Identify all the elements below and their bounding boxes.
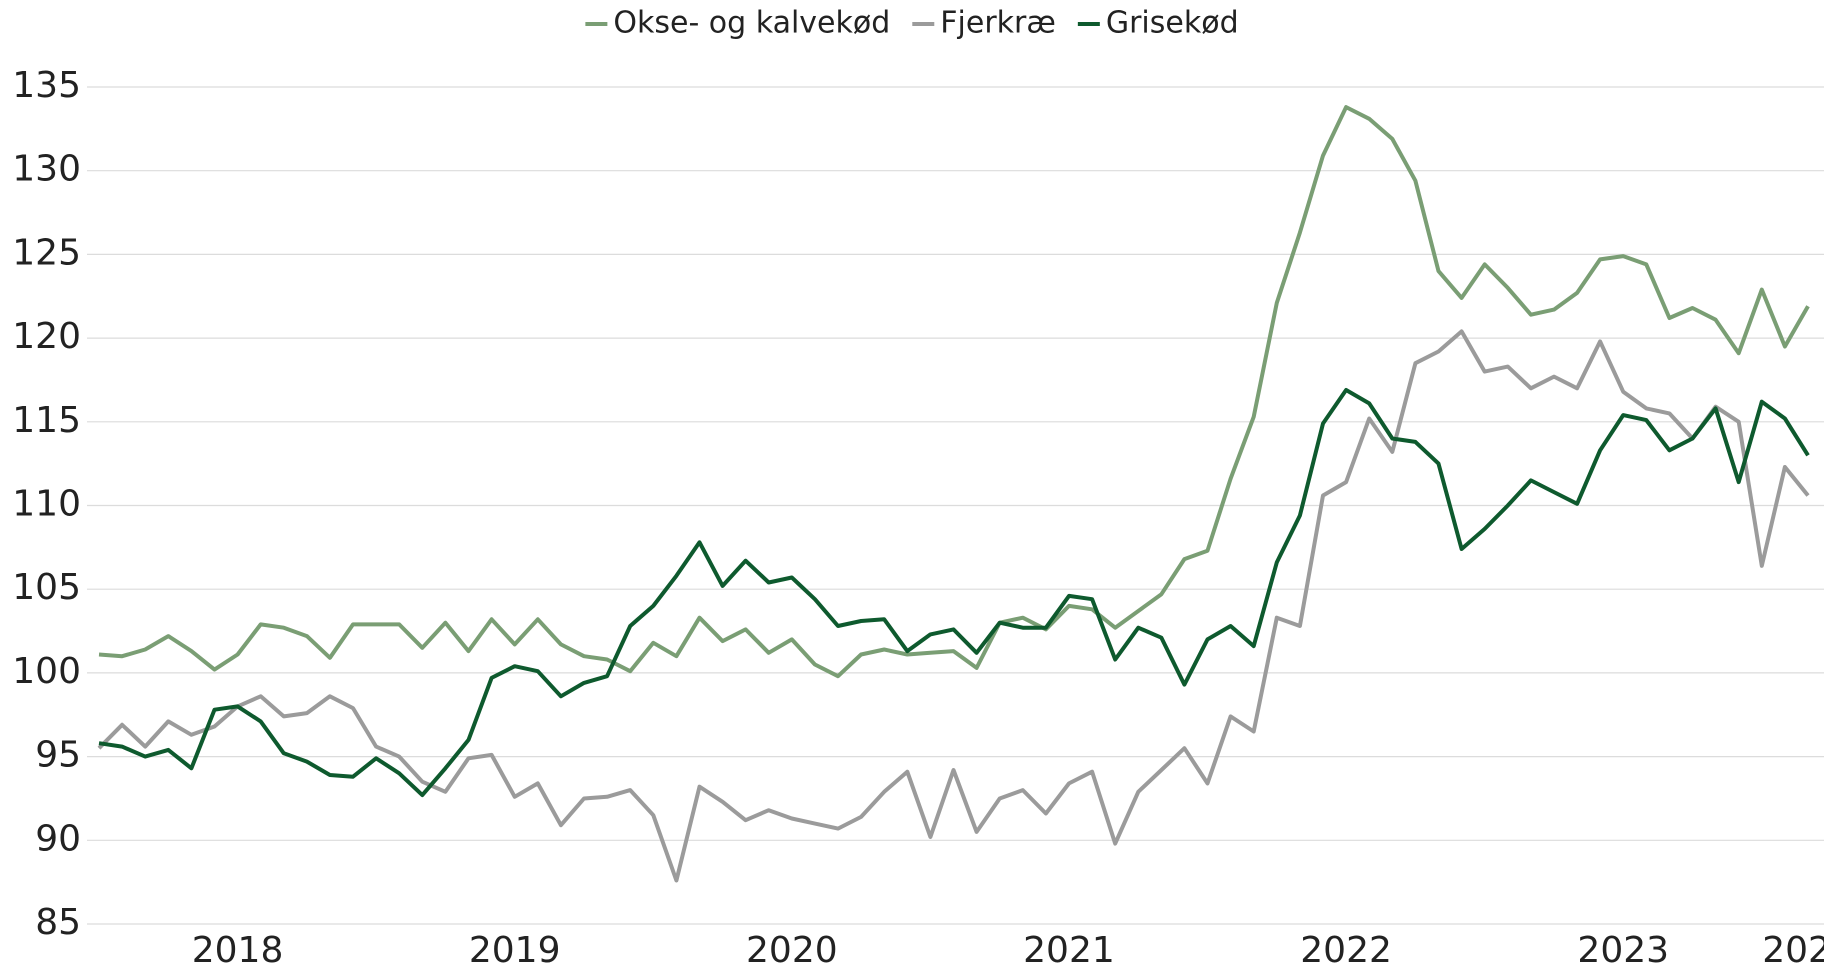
x-tick-label: 2018	[192, 930, 284, 971]
y-tick-label: 135	[12, 65, 81, 106]
y-tick-label: 125	[12, 232, 81, 273]
legend-label: Okse- og kalvekød	[613, 6, 890, 41]
line-series	[98, 388, 1810, 798]
y-tick-label: 130	[12, 149, 81, 190]
legend-label: Grisekød	[1106, 6, 1239, 41]
y-tick-label: 120	[12, 316, 81, 357]
x-tick-label: 2024	[1762, 930, 1824, 971]
y-tick-label: 90	[35, 818, 81, 859]
y-tick-label: 105	[12, 567, 81, 608]
line-series	[97, 329, 1810, 883]
y-tick-label: 85	[35, 902, 81, 943]
y-tick-label: 95	[35, 735, 81, 776]
y-tick-label: 110	[12, 484, 81, 525]
line-series	[98, 105, 1810, 679]
x-tick-label: 2023	[1577, 930, 1669, 971]
y-tick-label: 115	[12, 400, 81, 441]
x-tick-label: 2019	[469, 930, 561, 971]
x-tick-label: 2020	[746, 930, 838, 971]
x-tick-label: 2021	[1023, 930, 1115, 971]
y-tick-label: 100	[12, 651, 81, 692]
legend-label: Fjerkræ	[940, 6, 1056, 41]
x-tick-label: 2022	[1300, 930, 1392, 971]
